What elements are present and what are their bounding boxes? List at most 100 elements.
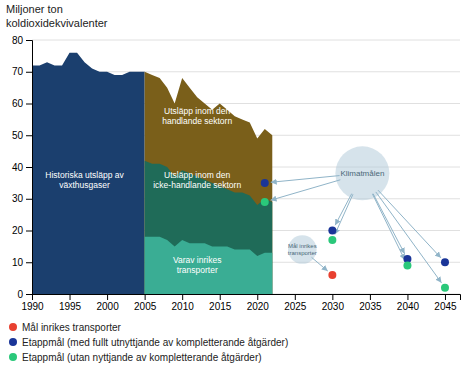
tick-label: 2005: [134, 301, 157, 312]
text-line: icke-handlande sektorn: [153, 180, 241, 190]
legend: Mål inrikes transporter Etappmål (med ful…: [9, 322, 288, 363]
arrow: [271, 180, 341, 200]
tick-label: 60: [12, 98, 24, 109]
arrow: [335, 194, 353, 234]
area: [145, 161, 273, 294]
legend-label: Mål inrikes transporter: [22, 322, 122, 333]
tick-mark: [370, 294, 371, 300]
tick-mark: [145, 294, 146, 300]
tick-label: 2030: [322, 301, 345, 312]
dot: [441, 284, 449, 292]
legend-marker: [9, 338, 17, 346]
labels: Historiska utsläpp avväxthusgaser Utsläpp…: [45, 106, 384, 275]
tick: 2020: [247, 294, 270, 312]
legend-marker: [9, 353, 17, 361]
tick: 80: [12, 35, 32, 46]
tick: 2025: [284, 294, 307, 312]
text-line: Klimatmålen: [340, 169, 384, 178]
dot: [328, 227, 336, 235]
tick-label: 2040: [397, 301, 420, 312]
tick-mark: [295, 294, 296, 300]
tick-mark: [26, 167, 32, 168]
tick-label: 2045: [434, 301, 457, 312]
tick-label: 1995: [59, 301, 82, 312]
area: [32, 53, 145, 294]
tick-mark: [257, 294, 258, 300]
area: [145, 237, 273, 294]
dot: [261, 179, 269, 187]
arrow: [378, 190, 441, 258]
tick: 2000: [96, 294, 119, 312]
tick-mark: [26, 199, 32, 200]
tick: 60: [12, 98, 32, 109]
dot: [328, 236, 336, 244]
tick: 0: [17, 289, 32, 300]
tick-mark: [220, 294, 221, 300]
arrow: [312, 257, 328, 271]
dot: [441, 258, 449, 266]
y-axis: 0 10 20 30 40 50 60 70 80: [12, 35, 33, 300]
tick-label: 10: [12, 257, 24, 268]
tick-label: 2015: [209, 301, 232, 312]
text-line: Varav inrikes: [173, 255, 222, 265]
text-line: Historiska utsläpp av: [45, 170, 124, 180]
tick-label: 40: [12, 162, 24, 173]
tick-label: 30: [12, 193, 24, 204]
tick-mark: [407, 294, 408, 300]
tick-mark: [107, 294, 108, 300]
tick-mark: [26, 135, 32, 136]
text-line: Mål inrikes: [288, 243, 317, 249]
tick: 2045: [434, 294, 457, 312]
tick-label: 0: [17, 289, 23, 300]
arrow: [376, 192, 442, 283]
tick-label: 1990: [21, 301, 44, 312]
bubble-label: Mål inrikestransporter: [288, 243, 317, 256]
area-label: Utsläpp inom denicke-handlande sektorn: [153, 170, 241, 190]
bubble: [335, 146, 389, 200]
legend-item: Mål inrikes transporter: [9, 322, 122, 333]
text-line: handlande sektorn: [162, 116, 232, 126]
tick-mark: [26, 231, 32, 232]
text-line: växthusgaser: [59, 180, 110, 190]
dot: [328, 271, 336, 279]
tick: 20: [12, 225, 32, 236]
tick-label: 2010: [172, 301, 195, 312]
chart-container: Miljoner tonkoldioxidekvivalenter1990199…: [0, 0, 474, 369]
plot-area: 1990199520002005201020152020202520302035…: [12, 35, 461, 312]
text-line: transporter: [177, 265, 218, 275]
tick-mark: [332, 294, 333, 300]
arrow: [271, 176, 340, 183]
tick-mark: [26, 294, 32, 295]
tick-label: 2020: [247, 301, 270, 312]
tick-mark: [26, 40, 32, 41]
tick: 2035: [359, 294, 382, 312]
arrow: [335, 194, 352, 226]
subtitle: koldioxidekvivalenter: [6, 17, 108, 29]
legend-item: Etappmål (utan nyttjande av kompletteran…: [9, 352, 262, 363]
tick-mark: [445, 294, 446, 300]
legend-label: Etappmål (med fullt utnyttjande av kompl…: [22, 337, 288, 348]
bubble: [288, 235, 317, 264]
legend-label: Etappmål (utan nyttjande av kompletteran…: [22, 352, 262, 363]
grid-line: [32, 40, 460, 41]
tick: 40: [12, 162, 32, 173]
tick: 2005: [134, 294, 157, 312]
tick: 1990: [21, 294, 44, 312]
legend-item: Etappmål (med fullt utnyttjande av kompl…: [9, 337, 288, 348]
tick-mark: [26, 104, 32, 105]
arrow: [372, 194, 404, 260]
arrow: [373, 194, 405, 254]
dot: [403, 261, 411, 269]
tick: 70: [12, 66, 32, 77]
tick-mark: [26, 72, 32, 73]
tick: 50: [12, 130, 32, 141]
text-line: Utsläpp inom den: [164, 106, 230, 116]
tick-label: 50: [12, 130, 24, 141]
tick: 2010: [172, 294, 195, 312]
marks: [32, 53, 449, 294]
tick: 2030: [322, 294, 345, 312]
text-line: Utsläpp inom den: [164, 170, 230, 180]
axis-line: [26, 41, 33, 295]
tick: 2040: [397, 294, 420, 312]
legend-marker: [9, 323, 17, 331]
